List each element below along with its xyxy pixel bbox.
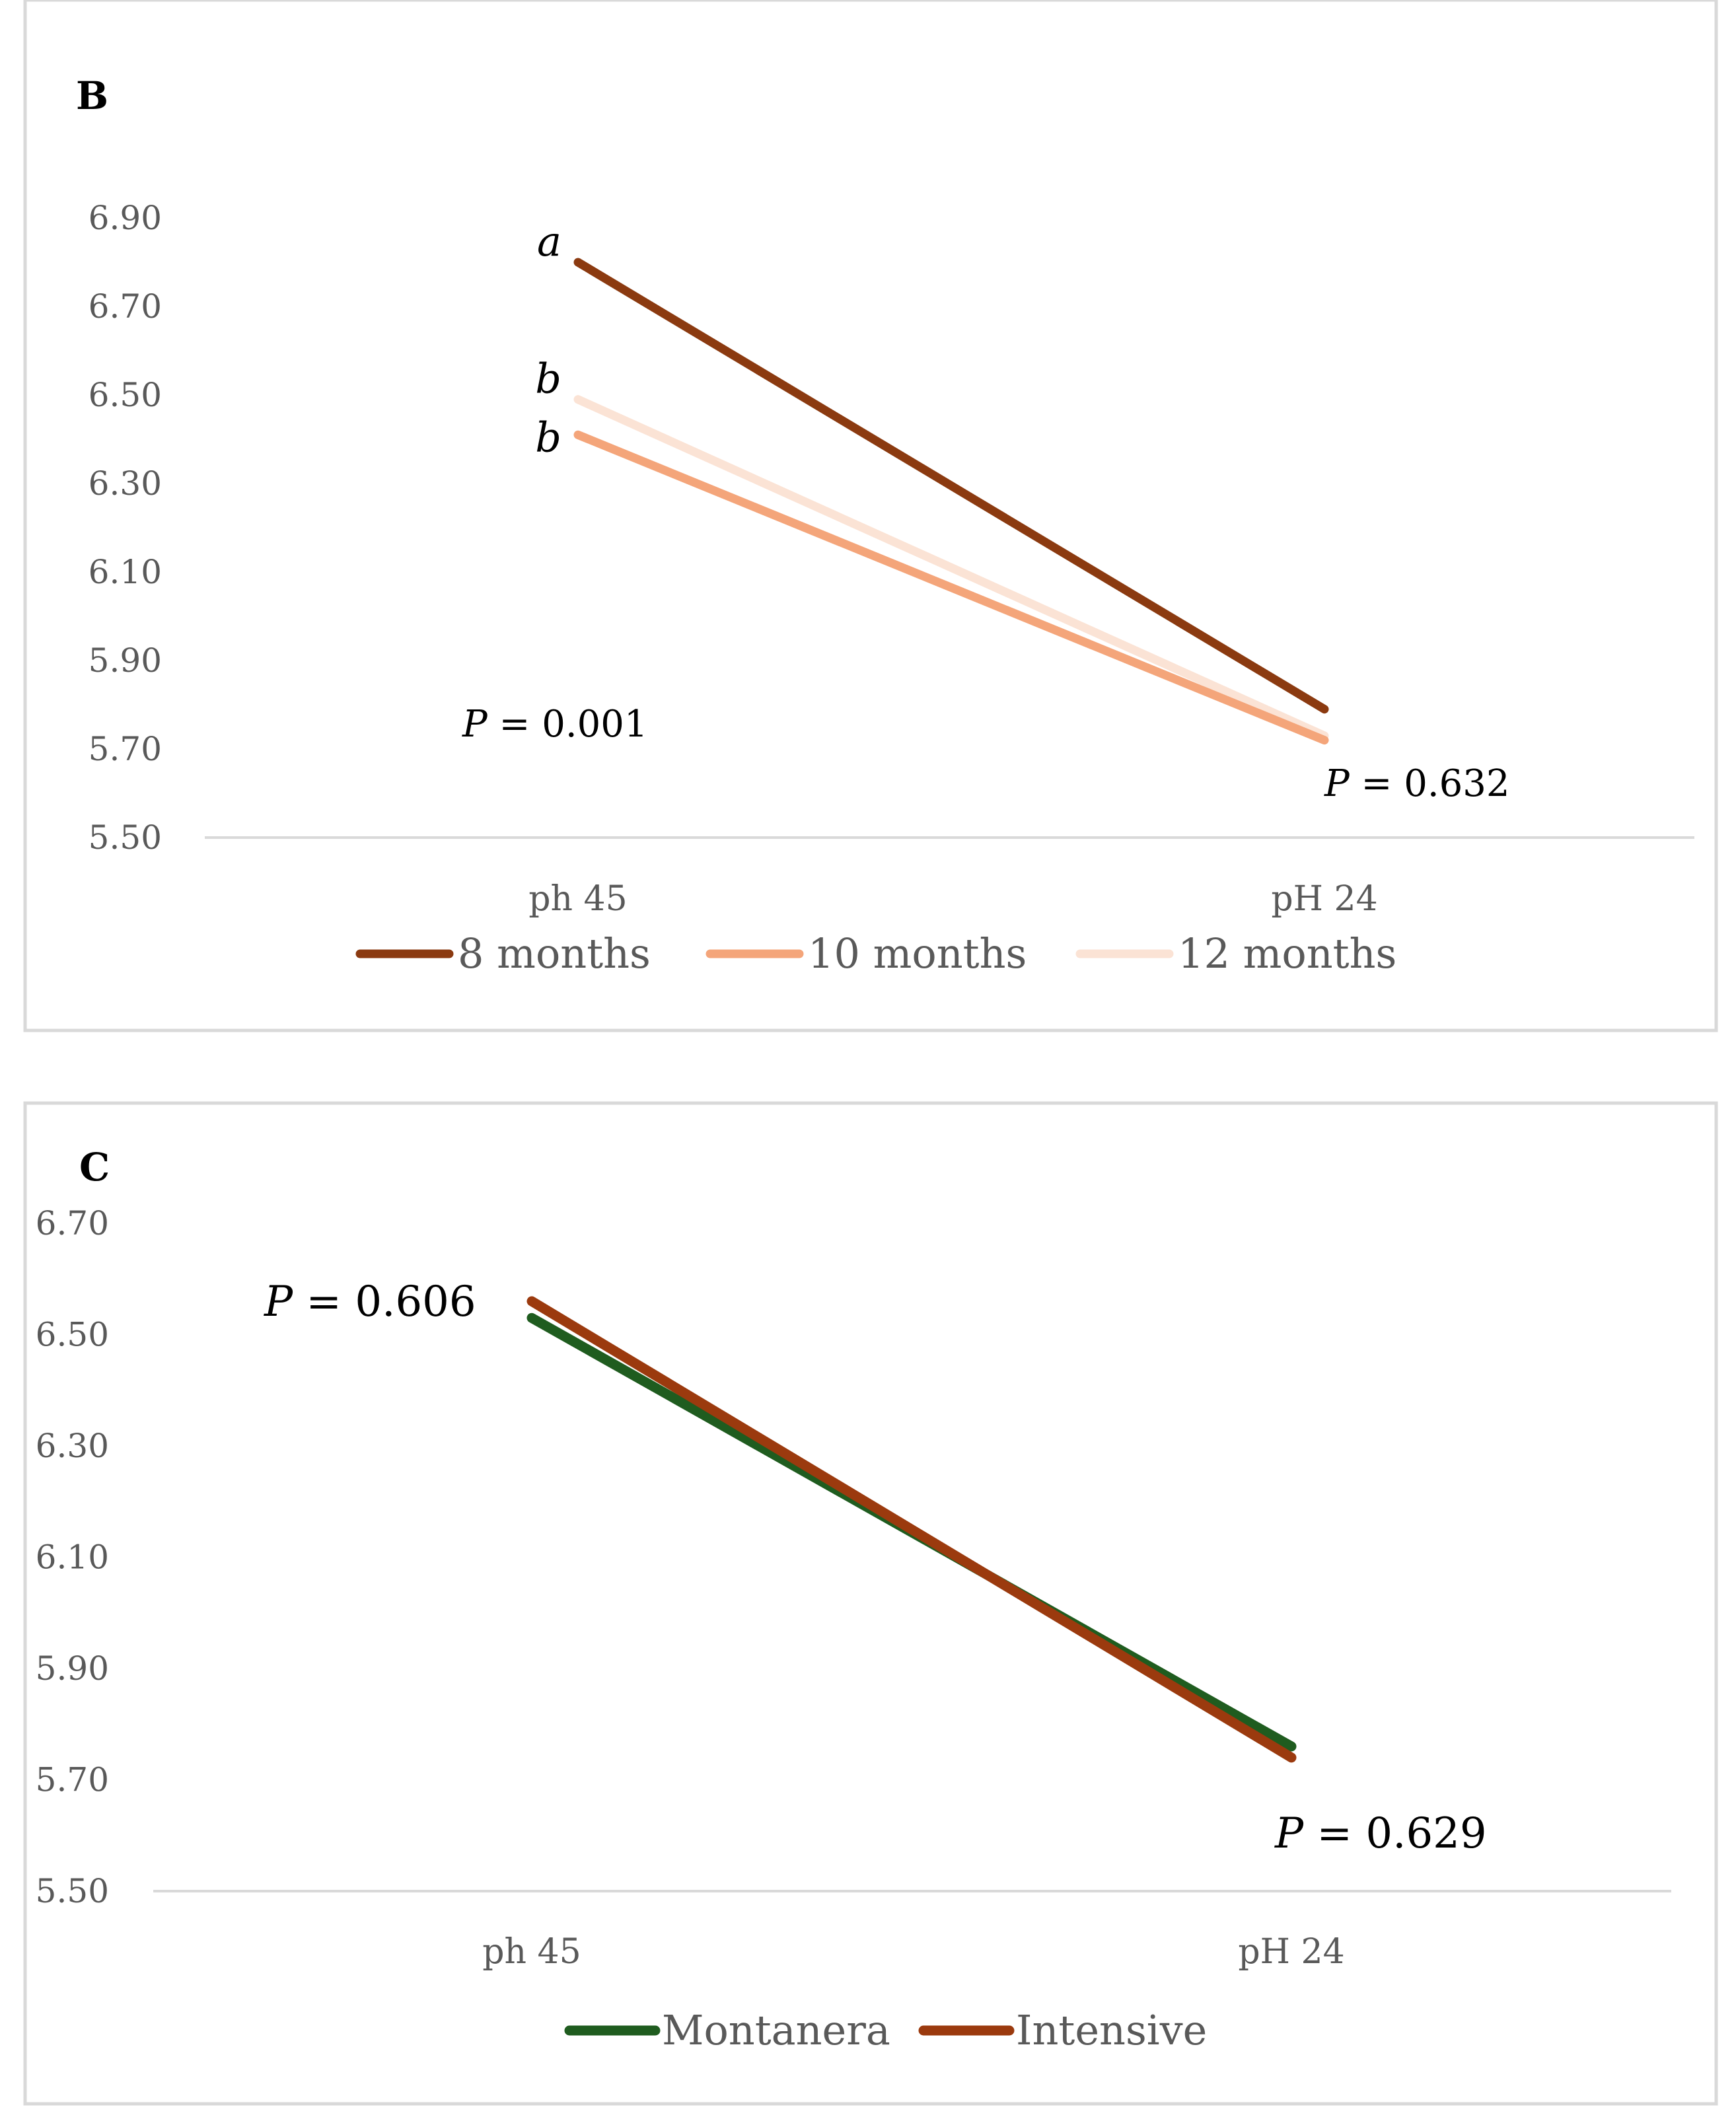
chart-b-ytick-label: 6.50	[89, 376, 162, 414]
chart-c-ytick-label: 5.70	[36, 1761, 109, 1799]
chart-b-significance-letter: b	[535, 355, 561, 403]
chart-b-p-number: = 0.632	[1350, 762, 1510, 805]
chart-c-legend-label: Intensive	[1016, 2006, 1207, 2054]
chart-b-significance-letter: a	[537, 217, 561, 266]
chart-c-ytick-label: 6.30	[36, 1427, 109, 1465]
chart-b-p-symbol: P	[1324, 762, 1350, 805]
chart-c-p-value: P = 0.629	[1274, 1809, 1487, 1858]
chart-b-p-symbol: P	[462, 703, 488, 746]
chart-b-ytick-label: 5.50	[89, 818, 162, 857]
chart-c-ytick-label: 6.70	[36, 1204, 109, 1242]
chart-c-ytick-label: 6.10	[36, 1538, 109, 1577]
chart-b-category-label: ph 45	[528, 879, 627, 919]
chart-b-legend-label: 8 months	[458, 929, 651, 978]
chart-c-ytick-label: 5.50	[36, 1872, 109, 1910]
chart-b-ytick-label: 6.30	[89, 464, 162, 503]
chart-b-p-value: P = 0.001	[462, 703, 648, 746]
chart-c-p-number: = 0.606	[293, 1277, 476, 1326]
chart-b-ytick-label: 6.90	[89, 199, 162, 237]
chart-b-series-line	[573, 430, 1329, 745]
chart-b-series-line	[573, 258, 1329, 714]
chart-b-category-label: pH 24	[1271, 879, 1377, 919]
chart-b-legend-label: 10 months	[808, 929, 1027, 978]
chart-b-significance-letter: b	[535, 413, 561, 461]
chart-b-ytick-label: 5.90	[89, 641, 162, 680]
chart-c-p-symbol: P	[264, 1277, 293, 1326]
chart-b-series-line	[573, 395, 1329, 740]
chart-c-p-symbol: P	[1274, 1809, 1304, 1858]
chart-b-ytick-label: 6.10	[89, 553, 162, 591]
chart-b: B 6.90 6.70 6.50 6.30 6.10 5.90 5.70 5.50 ph 45…	[23, 0, 1718, 1032]
chart-b-p-number: = 0.001	[488, 703, 648, 746]
chart-panel-c: C 6.70 6.50 6.30 6.10 5.90 5.70 5.50 ph 45 pH 2…	[0, 1057, 1736, 2121]
chart-b-ytick-label: 6.70	[89, 287, 162, 326]
chart-c-panel-letter: C	[79, 1145, 110, 1190]
chart-b-ytick-label: 5.70	[89, 730, 162, 768]
chart-b-frame	[23, 0, 1718, 1032]
chart-c-category-label: pH 24	[1238, 1932, 1344, 1972]
chart-c-p-number: = 0.629	[1303, 1809, 1487, 1858]
chart-c-series-line	[526, 1296, 1297, 1763]
chart-c: C 6.70 6.50 6.30 6.10 5.90 5.70 5.50 ph 45 pH 2…	[23, 1101, 1718, 2106]
chart-c-ytick-label: 6.50	[36, 1316, 109, 1354]
chart-c-ytick-label: 5.90	[36, 1649, 109, 1688]
chart-panel-b: B 6.90 6.70 6.50 6.30 6.10 5.90 5.70 5.50 ph 45…	[0, 0, 1736, 1057]
chart-c-frame	[23, 1101, 1718, 2106]
chart-b-legend-label: 12 months	[1178, 929, 1396, 978]
chart-b-panel-letter: B	[76, 73, 108, 118]
chart-c-p-value: P = 0.606	[264, 1277, 476, 1326]
chart-c-category-label: ph 45	[482, 1932, 581, 1972]
chart-c-legend-label: Montanera	[662, 2006, 890, 2054]
chart-b-p-value: P = 0.632	[1324, 762, 1510, 805]
